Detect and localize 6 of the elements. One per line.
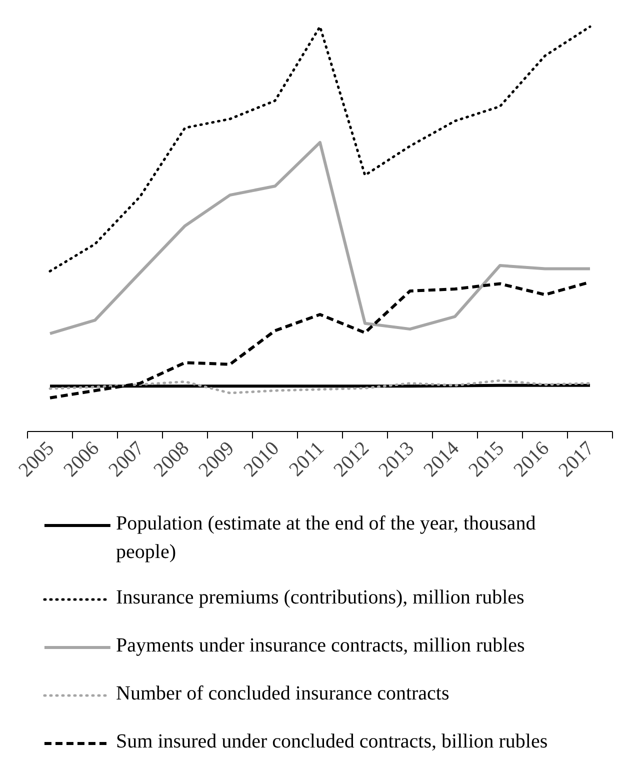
legend-label: Payments under insurance contracts, million rubles <box>116 634 526 656</box>
x-tick-label: 2011 <box>285 437 328 481</box>
legend-label: Population (estimate at the end of the year, thousand people) <box>116 512 536 564</box>
legend-label: Insurance premiums (contributions), million rubles <box>116 586 525 608</box>
legend-label: Number of concluded insurance contracts <box>116 682 450 704</box>
legend-label: Sum insured under concluded contracts, billion rubles <box>116 730 548 752</box>
